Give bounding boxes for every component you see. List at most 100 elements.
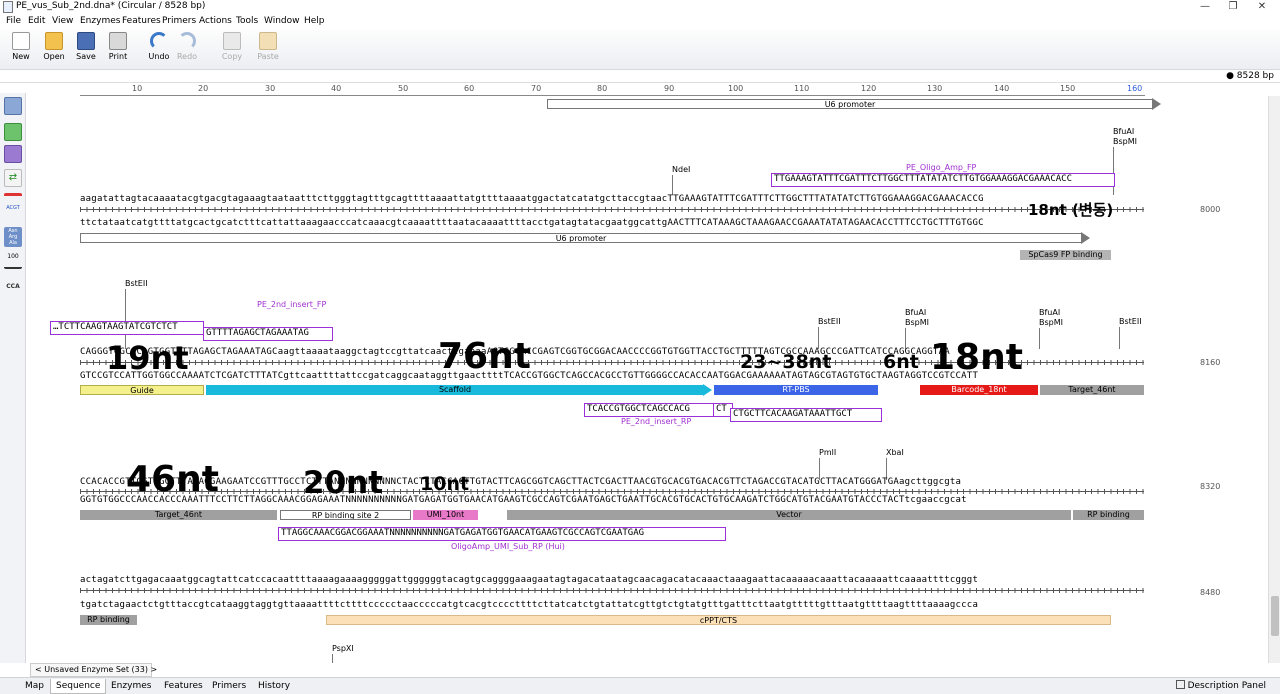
menu-window[interactable]: Window	[264, 16, 300, 26]
complement-icon[interactable]: CCA	[6, 283, 20, 290]
feature-u6-promoter[interactable]: U6 promoter	[80, 233, 1082, 243]
sequence-top-strand[interactable]: CAGGGTGGCCCAGTGGTTTTAGAGCTAGAAATAGCaagtt…	[80, 347, 950, 357]
printer-icon	[109, 32, 127, 50]
list-icon[interactable]	[4, 145, 22, 163]
feature-target-46nt[interactable]: Target_46nt	[1040, 385, 1144, 395]
feature-guide[interactable]: Guide	[80, 385, 204, 395]
feature-vector[interactable]: Vector	[507, 510, 1071, 520]
ruler-label: 50	[398, 84, 409, 93]
undo-button[interactable]: Undo	[142, 32, 176, 61]
primer-pe-2nd-insert-rp-head[interactable]: TCACCGTGGCTCAGCCACG	[584, 403, 714, 417]
scrollbar-thumb[interactable]	[1271, 596, 1279, 636]
tab-enzymes[interactable]: Enzymes	[111, 681, 152, 691]
enzyme-bfuai[interactable]: BfuAI	[1113, 127, 1135, 136]
menu-enzymes[interactable]: Enzymes	[80, 16, 121, 26]
sequence-bottom-strand[interactable]: GTCCGTCCATTGGTGGCCAAAATCTCGATCTTTATCgttc…	[80, 371, 979, 381]
menu-features[interactable]: Features	[122, 16, 161, 26]
tab-features[interactable]: Features	[164, 681, 203, 691]
open-button[interactable]: Open	[37, 32, 71, 61]
enzyme-xbai[interactable]: XbaI	[886, 448, 904, 457]
acgt-icon[interactable]: ACGT	[4, 193, 22, 211]
enzyme-set-selector[interactable]: < Unsaved Enzyme Set (33) >	[30, 663, 157, 677]
paste-button[interactable]: Paste	[251, 32, 285, 61]
vertical-scrollbar[interactable]	[1268, 96, 1280, 663]
sequence-bottom-strand[interactable]: tgatctagaactctgtttaccgtcataaggtaggtgttaa…	[80, 600, 979, 610]
amino-acids-icon[interactable]: Asn Arg Ala	[4, 227, 22, 247]
primer-name-oligoamp-umi-sub-rp[interactable]: OligoAmp_UMI_Sub_RP (Hui)	[451, 542, 565, 551]
feature-rp-binding[interactable]: RP binding	[1073, 510, 1144, 520]
primer-name-pe-2nd-insert-fp[interactable]: PE_2nd_insert_FP	[257, 300, 327, 309]
tab-history[interactable]: History	[258, 681, 291, 691]
feature-cppt-cts[interactable]: cPPT/CTS	[326, 615, 1111, 625]
redo-button[interactable]: Redo	[170, 32, 204, 61]
enzyme-ndei[interactable]: NdeI	[672, 165, 691, 174]
close-button[interactable]: ✕	[1257, 1, 1267, 12]
feature-scaffold[interactable]: Scaffold	[206, 385, 704, 395]
menu-tools[interactable]: Tools	[236, 16, 259, 26]
menu-help[interactable]: Help	[304, 16, 325, 26]
menu-view[interactable]: View	[52, 16, 74, 26]
primer-pe-2nd-insert-fp-tail[interactable]: …TCTTCAAGTAAGTATCGTCTCT	[50, 321, 204, 335]
enzyme-cut-line	[818, 327, 819, 349]
sequence-top-strand[interactable]: actagatcttgagacaaatggcagtattcatccacaattt…	[80, 575, 979, 585]
sequence-top-strand[interactable]: CCACACCGTTGGTGGGTTTAAAGGAAGAATCCGTTTGCCT…	[80, 477, 962, 487]
enzyme-bsteii[interactable]: BstEII	[1119, 317, 1142, 326]
minimize-button[interactable]: —	[1200, 1, 1210, 12]
enzyme-bfuai[interactable]: BfuAI	[905, 308, 927, 317]
primer-name-pe-oligo-amp-fp[interactable]: PE_Oligo_Amp_FP	[906, 163, 977, 172]
ruler-label: 60	[464, 84, 475, 93]
sequence-bottom-strand[interactable]: GGTGTGGCCCAACCACCCAAATTTCCTTCTTAGGCAAACG…	[80, 495, 967, 505]
swap-arrows-icon[interactable]: ⇄	[4, 169, 22, 187]
feature-rt-pbs[interactable]: RT-PBS	[714, 385, 878, 395]
enzyme-bsteii[interactable]: BstEII	[125, 279, 148, 288]
enzyme-pspxi[interactable]: PspXI	[332, 644, 354, 653]
enzyme-cut-line	[905, 328, 906, 349]
feature-spcas9-fp-binding[interactable]: SpCas9 FP binding	[1020, 250, 1111, 260]
enzyme-cut-line	[1113, 147, 1114, 195]
menu-edit[interactable]: Edit	[28, 16, 46, 26]
tab-primers[interactable]: Primers	[212, 681, 247, 691]
sequence-view[interactable]: U6 promoter BfuAI BspMI NdeI PE_Oligo_Am…	[26, 96, 1268, 663]
enzyme-bsteii[interactable]: BstEII	[818, 317, 841, 326]
scissors-icon[interactable]	[4, 97, 22, 115]
ruler-label: 90	[664, 84, 675, 93]
feature-rp-binding-site-2[interactable]: RP binding site 2	[280, 510, 411, 520]
checkbox[interactable]	[1175, 680, 1185, 689]
enzyme-bspmi[interactable]: BspMI	[1039, 318, 1063, 327]
sequence-top-strand[interactable]: aagatattagtacaaaatacgtgacgtagaaagtaataat…	[80, 194, 984, 204]
feature-target-46nt[interactable]: Target_46nt	[80, 510, 277, 520]
new-button[interactable]: New	[4, 32, 38, 61]
sequence-position: 8320	[1200, 482, 1221, 491]
primer-pe-2nd-insert-rp[interactable]: CTGCTTCACAAGATAAATTGCT	[730, 408, 882, 422]
primer-name-pe-2nd-insert-rp[interactable]: PE_2nd_insert_RP	[621, 417, 692, 426]
ruler-label: 100	[728, 84, 744, 93]
sequence-bottom-strand[interactable]: ttctataatcatgttttatgcactgcatctttcattatta…	[80, 218, 984, 228]
enzyme-bfuai[interactable]: BfuAI	[1039, 308, 1061, 317]
title-bar: PE_vus_Sub_2nd.dna* (Circular / 8528 bp)…	[0, 0, 1280, 14]
save-button[interactable]: Save	[69, 32, 103, 61]
enzyme-bspmi[interactable]: BspMI	[905, 318, 929, 327]
position-ruler[interactable]: 10 20 30 40 50 60 70 80 90 100 110 120 1…	[80, 83, 1145, 96]
print-button[interactable]: Print	[101, 32, 135, 61]
primer-oligoamp-umi-sub-rp[interactable]: TTAGGCAAACGGACGGAAATNNNNNNNNNNGATGAGATGG…	[278, 527, 726, 541]
feature-umi-10nt[interactable]: UMI_10nt	[413, 510, 478, 520]
primer-pe-oligo-amp-fp[interactable]: TTGAAAGTATTTCGATTTCTTGGCTTTATATATCTTGTGG…	[771, 173, 1115, 187]
restore-button[interactable]: ❐	[1228, 1, 1238, 12]
tab-map[interactable]: Map	[25, 681, 44, 691]
primer-pe-2nd-insert-fp[interactable]: GTTTTAGAGCTAGAAATAG	[203, 327, 333, 341]
feature-u6-promoter[interactable]: U6 promoter	[547, 99, 1153, 109]
annotation-20nt: 20nt	[303, 465, 384, 501]
ruler-label: 130	[927, 84, 943, 93]
enzyme-pmli[interactable]: PmlI	[819, 448, 837, 457]
enzyme-bspmi[interactable]: BspMI	[1113, 137, 1137, 146]
feature-rp-binding[interactable]: RP binding	[80, 615, 137, 625]
feature-barcode-18nt[interactable]: Barcode_18nt	[920, 385, 1038, 395]
copy-button[interactable]: Copy	[215, 32, 249, 61]
menu-file[interactable]: File	[6, 16, 22, 26]
description-panel-toggle[interactable]: Description Panel	[1175, 680, 1266, 691]
tab-sequence[interactable]: Sequence	[50, 679, 107, 694]
numbering-icon[interactable]: 100	[4, 253, 22, 269]
arrow-right-icon[interactable]	[4, 123, 22, 141]
menu-primers[interactable]: Primers	[162, 16, 197, 26]
menu-actions[interactable]: Actions	[199, 16, 232, 26]
